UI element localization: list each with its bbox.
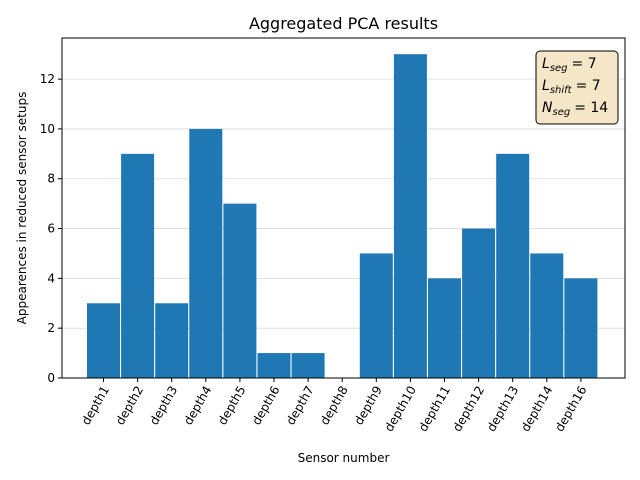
- y-tick-label: 2: [47, 321, 55, 335]
- x-tick-label: depth14: [518, 384, 555, 434]
- bar-depth12: [462, 228, 496, 378]
- bar-depth13: [496, 153, 530, 378]
- y-ticks: 0 2 4 6 8 10 12: [40, 72, 62, 385]
- bars: [87, 54, 598, 378]
- bar-depth4: [189, 128, 223, 378]
- x-tick-label: depth9: [351, 384, 384, 428]
- x-tick-label: depth1: [79, 384, 112, 428]
- bar-depth16: [564, 278, 598, 378]
- bar-depth9: [359, 253, 393, 378]
- annotation-line: Lshift = 7: [542, 78, 601, 96]
- bar-depth14: [530, 253, 564, 378]
- annotation-line: Nseg = 14: [542, 100, 608, 118]
- x-ticks: depth1 depth2 depth3 depth4 depth5 depth6 dept…: [79, 378, 589, 434]
- y-tick-label: 8: [47, 172, 55, 186]
- bar-depth10: [393, 54, 427, 378]
- annotation-line: Lseg = 7: [542, 56, 597, 74]
- x-tick-label: depth5: [215, 384, 248, 428]
- y-tick-label: 6: [47, 222, 55, 236]
- x-tick-label: depth13: [484, 384, 521, 434]
- x-tick-label: depth11: [416, 384, 453, 434]
- x-tick-label: depth16: [552, 384, 589, 434]
- x-axis-label: Sensor number: [298, 451, 390, 465]
- x-tick-label: depth4: [181, 384, 214, 428]
- annotation-box: [535, 50, 619, 125]
- x-tick-label: depth10: [382, 384, 419, 434]
- x-tick-label: depth7: [283, 384, 316, 428]
- bar-depth1: [87, 303, 120, 378]
- bar-depth11: [428, 278, 461, 378]
- y-tick-label: 0: [47, 371, 55, 385]
- y-tick-label: 10: [40, 122, 55, 136]
- y-tick-label: 4: [47, 271, 55, 285]
- x-tick-label: depth12: [450, 384, 487, 434]
- x-tick-label: depth2: [113, 384, 146, 428]
- bar-depth6: [257, 353, 291, 378]
- x-tick-label: depth3: [147, 384, 180, 428]
- parameter-annotation-box: Lseg = 7 Lshift = 7 Nseg = 14: [535, 50, 619, 125]
- y-axis-label: Appearences in reduced sensor setups: [15, 92, 29, 325]
- x-tick-label: depth6: [249, 384, 282, 428]
- chart-title: Aggregated PCA results: [249, 14, 438, 33]
- bar-depth5: [223, 203, 257, 378]
- y-tick-label: 12: [40, 72, 55, 86]
- plot-frame: [61, 37, 626, 379]
- bar-depth3: [155, 303, 189, 378]
- x-tick-label: depth8: [317, 384, 350, 428]
- bar-depth7: [291, 353, 325, 378]
- bar-depth2: [121, 153, 155, 378]
